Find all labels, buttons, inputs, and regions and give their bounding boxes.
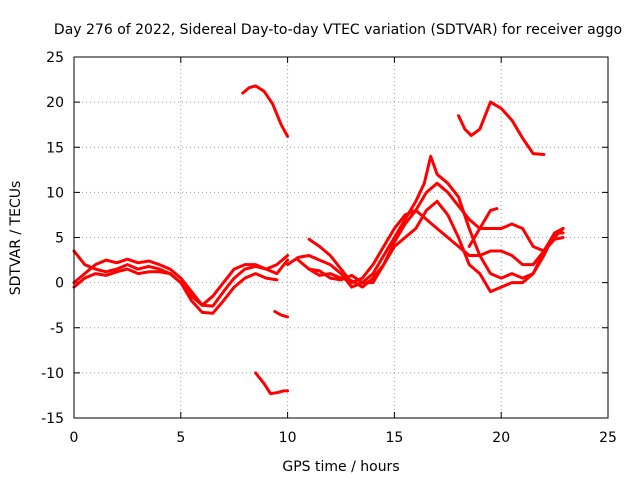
x-tick-label: 20 — [492, 430, 510, 446]
x-axis-label: GPS time / hours — [282, 459, 399, 475]
series-line-s12 — [467, 207, 499, 248]
y-tick-label: 15 — [46, 140, 64, 156]
chart-title: Day 276 of 2022, Sidereal Day-to-day VTE… — [54, 22, 622, 38]
series-line-s11 — [457, 100, 546, 156]
x-tick-label: 5 — [176, 430, 185, 446]
grid — [74, 57, 608, 418]
series-line-s5 — [254, 371, 290, 396]
series-line-s10 — [307, 199, 565, 294]
y-tick-label: -15 — [41, 411, 64, 427]
y-axis-label: SDTVAR / TECUs — [8, 181, 24, 296]
series-line-s8 — [286, 181, 565, 289]
series-line-s2 — [72, 257, 290, 308]
series-line-s3 — [72, 267, 279, 315]
y-tick-label: 25 — [46, 50, 64, 66]
series-line-s7 — [307, 208, 565, 285]
y-tick-label: 5 — [55, 231, 64, 247]
series-line-s6 — [273, 310, 290, 319]
x-tick-label: 0 — [70, 430, 79, 446]
y-tick-label: -10 — [41, 366, 64, 382]
y-tick-label: -5 — [50, 321, 64, 337]
y-tick-label: 0 — [55, 276, 64, 292]
x-tick-label: 10 — [279, 430, 297, 446]
series-group — [72, 84, 565, 396]
y-tick-label: 10 — [46, 185, 64, 201]
plot-frame — [73, 56, 609, 419]
series-line-s4 — [241, 84, 290, 138]
ticks: 0 5 10 15 20 25 -15 -10 -5 0 5 10 15 20 25 — [41, 50, 617, 446]
x-tick-label: 25 — [599, 430, 617, 446]
x-tick-label: 15 — [385, 430, 403, 446]
y-tick-label: 20 — [46, 95, 64, 111]
